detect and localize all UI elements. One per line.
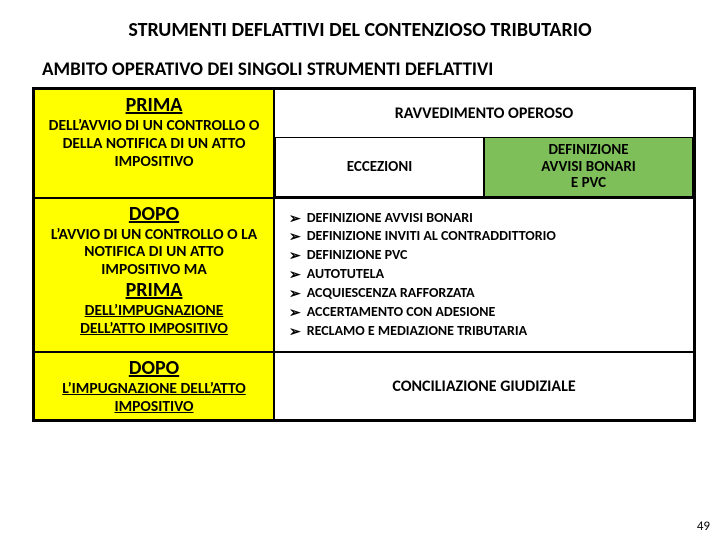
prima-heading-2: PRIMA xyxy=(43,279,265,302)
dopo-body-1: L’AVVIO DI UN CONTROLLO O LA NOTIFICA DI… xyxy=(43,226,265,279)
right-cell-ravvedimento: RAVVEDIMENTO OPEROSO ECCEZIONI DEFINIZIO… xyxy=(274,89,694,198)
impugnazione-line1: DELL’IMPUGNAZIONE xyxy=(43,302,265,320)
bullet-item: ➢ DEFINIZIONE PVC xyxy=(289,246,685,265)
bullet-arrow-icon: ➢ xyxy=(289,322,301,341)
bullet-text: DEFINIZIONE PVC xyxy=(307,246,408,265)
definizione-line1: DEFINIZIONE xyxy=(541,142,636,159)
right-cell-conciliazione: CONCILIAZIONE GIUDIZIALE xyxy=(274,352,694,421)
bullet-arrow-icon: ➢ xyxy=(289,284,301,303)
bullet-arrow-icon: ➢ xyxy=(289,303,301,322)
diagram-grid: PRIMA DELL’AVVIO DI UN CONTROLLO O DELLA… xyxy=(32,87,696,422)
left-cell-dopo-2: DOPO L’IMPUGNAZIONE DELL’ATTO IMPOSITIVO xyxy=(34,352,274,421)
definizione-line2: AVVISI BONARI xyxy=(541,159,636,176)
bullet-item: ➢ RECLAMO E MEDIAZIONE TRIBUTARIA xyxy=(289,322,685,341)
bullet-arrow-icon: ➢ xyxy=(289,209,301,228)
right-cell-bullets: ➢ DEFINIZIONE AVVISI BONARI ➢ DEFINIZIONE I… xyxy=(274,198,694,352)
left-cell-prima: PRIMA DELL’AVVIO DI UN CONTROLLO O DELLA… xyxy=(34,89,274,198)
bullet-text: ACQUIESCENZA RAFFORZATA xyxy=(307,284,475,303)
bullet-arrow-icon: ➢ xyxy=(289,227,301,246)
dopo-heading-2: DOPO xyxy=(43,357,265,380)
eccezioni-row: ECCEZIONI DEFINIZIONE AVVISI BONARI E PV… xyxy=(275,137,693,197)
bullet-arrow-icon: ➢ xyxy=(289,246,301,265)
page-subtitle: AMBITO OPERATIVO DEI SINGOLI STRUMENTI D… xyxy=(0,52,720,87)
bullet-item: ➢ AUTOTUTELA xyxy=(289,265,685,284)
bullet-item: ➢ DEFINIZIONE INVITI AL CONTRADDITTORIO xyxy=(289,227,685,246)
bullet-text: DEFINIZIONE AVVISI BONARI xyxy=(307,209,473,228)
bullet-arrow-icon: ➢ xyxy=(289,265,301,284)
bullet-item: ➢ ACCERTAMENTO CON ADESIONE xyxy=(289,303,685,322)
bullet-text: ACCERTAMENTO CON ADESIONE xyxy=(307,303,496,322)
page-title: STRUMENTI DEFLATTIVI DEL CONTENZIOSO TRI… xyxy=(0,0,720,52)
bullet-item: ➢ ACQUIESCENZA RAFFORZATA xyxy=(289,284,685,303)
bullet-item: ➢ DEFINIZIONE AVVISI BONARI xyxy=(289,209,685,228)
bullet-text: DEFINIZIONE INVITI AL CONTRADDITTORIO xyxy=(307,227,556,246)
ravvedimento-label: RAVVEDIMENTO OPEROSO xyxy=(275,90,693,137)
bullet-text: AUTOTUTELA xyxy=(307,265,384,284)
eccezioni-label: ECCEZIONI xyxy=(275,137,484,197)
dopo-body-2: L’IMPUGNAZIONE DELL’ATTO IMPOSITIVO xyxy=(43,380,265,416)
dopo-heading-1: DOPO xyxy=(43,203,265,226)
page-number: 49 xyxy=(697,519,710,534)
bullet-text: RECLAMO E MEDIAZIONE TRIBUTARIA xyxy=(307,322,527,341)
definizione-line3: E PVC xyxy=(541,175,636,192)
prima-body: DELL’AVVIO DI UN CONTROLLO O DELLA NOTIF… xyxy=(43,117,265,170)
impugnazione-line2: DELL’ATTO IMPOSITIVO xyxy=(43,320,265,338)
definizione-box: DEFINIZIONE AVVISI BONARI E PVC xyxy=(484,137,693,197)
left-cell-dopo-prima: DOPO L’AVVIO DI UN CONTROLLO O LA NOTIFI… xyxy=(34,198,274,352)
prima-heading: PRIMA xyxy=(43,94,265,117)
